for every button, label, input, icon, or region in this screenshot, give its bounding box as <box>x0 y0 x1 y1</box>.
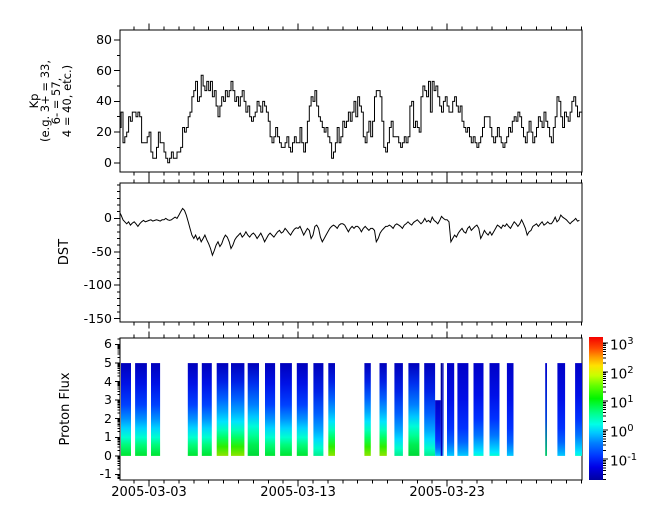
colorbar-label-exponent: 0 <box>627 423 634 434</box>
pf-y-tick-label: 1 <box>104 429 112 445</box>
proton-flux-bar <box>447 363 455 456</box>
kp-y-tick-label: 0 <box>104 154 112 170</box>
pf-y-tick-label: 5 <box>104 355 112 371</box>
proton-flux-bar <box>216 363 229 456</box>
colorbar-tick-label: 101 <box>610 392 634 412</box>
colorbar <box>589 337 603 480</box>
proton-flux-bar <box>440 363 443 456</box>
proton-flux-bar <box>575 363 582 456</box>
proton-flux-bar <box>201 363 212 456</box>
pf-y-tick-label: 3 <box>104 392 112 408</box>
proton-flux-bar <box>151 363 161 456</box>
colorbar-label-base: 10 <box>610 453 628 470</box>
proton-flux-bar <box>280 363 292 456</box>
kp-y-tick-label: 20 <box>96 124 112 140</box>
kp-y-tick-label: 40 <box>96 93 112 109</box>
colorbar-tick-label: 103 <box>610 334 634 354</box>
colorbar-tick-label: 102 <box>610 363 634 383</box>
proton-flux-bar <box>489 363 500 456</box>
dst-panel-frame <box>119 182 583 323</box>
proton-flux-bar <box>187 363 198 456</box>
dst-y-tick-label: -50 <box>91 243 112 259</box>
pf-y-tick-label: 0 <box>104 447 112 463</box>
dst-y-tick-label: -150 <box>83 310 112 326</box>
proton-flux-bar <box>231 363 245 456</box>
pf-y-tick-label: 4 <box>104 373 112 389</box>
colorbar-label-exponent: -1 <box>627 452 638 464</box>
proton-flux-bar <box>313 363 324 456</box>
proton-flux-bar <box>121 363 131 456</box>
pf-y-tick-label: -1 <box>99 466 112 482</box>
proton-flux-bar <box>442 363 444 456</box>
proton-flux-bar <box>328 363 335 456</box>
dst-series-line <box>120 207 580 257</box>
kp-series-line <box>120 74 582 164</box>
kp-y-tick-label: 80 <box>96 31 112 47</box>
colorbar-tick-label: 10-1 <box>610 450 637 470</box>
proton-flux-bar <box>473 363 484 456</box>
proton-flux-bar <box>506 363 514 456</box>
x-date-label: 2005-03-13 <box>260 485 336 500</box>
colorbar-label-base: 10 <box>610 424 628 441</box>
proton-flux-bar <box>424 363 436 456</box>
colorbar-label-exponent: 3 <box>627 335 634 347</box>
proton-flux-bar <box>408 363 420 456</box>
x-date-label: 2005-03-23 <box>409 485 485 500</box>
proton-flux-bar <box>296 363 308 456</box>
dst-y-tick-label: -100 <box>83 277 112 293</box>
x-date-label: 2005-03-03 <box>111 485 187 500</box>
colorbar-label-exponent: 1 <box>627 393 634 405</box>
proton-flux-bar <box>379 363 387 456</box>
proton-flux-bar <box>545 363 547 456</box>
colorbar-label-base: 10 <box>610 337 628 354</box>
colorbar-label-base: 10 <box>610 366 628 383</box>
proton-flux-bar <box>394 363 403 456</box>
pf-y-tick-label: 6 <box>104 336 112 352</box>
kp-y-tick-label: 60 <box>96 62 112 78</box>
pf-y-tick-label: 2 <box>104 410 112 426</box>
proton-flux-bar <box>247 363 259 456</box>
proton-flux-bar <box>364 363 371 456</box>
proton-flux-bar <box>435 400 441 456</box>
proton-flux-bar <box>135 363 147 456</box>
dst-y-tick-label: 0 <box>104 210 112 226</box>
colorbar-tick-label: 100 <box>610 421 634 441</box>
colorbar-label-base: 10 <box>610 395 628 412</box>
proton-flux-bar <box>265 363 276 456</box>
proton-flux-bar <box>457 363 469 456</box>
kp-panel-frame <box>119 29 583 173</box>
colorbar-label-exponent: 2 <box>627 364 634 376</box>
proton-flux-bar <box>557 363 566 456</box>
